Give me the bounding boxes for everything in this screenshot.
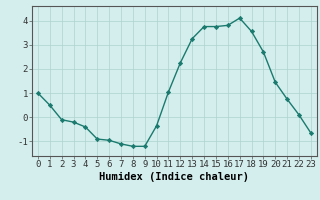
X-axis label: Humidex (Indice chaleur): Humidex (Indice chaleur) <box>100 172 249 182</box>
